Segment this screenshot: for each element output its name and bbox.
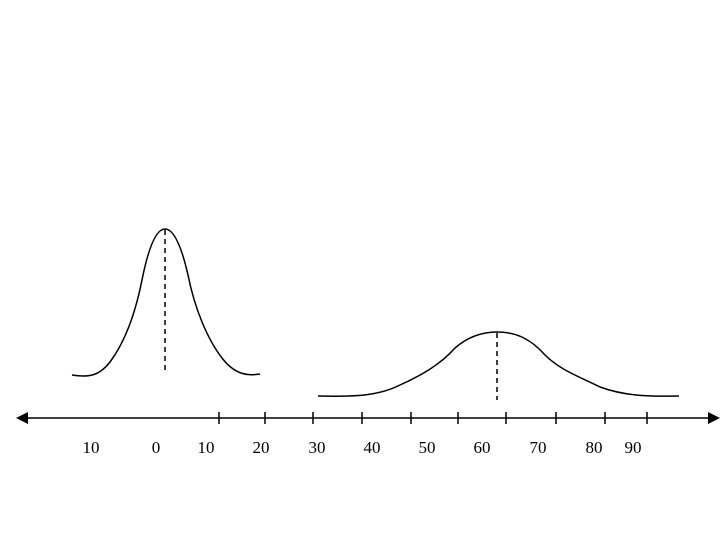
axis-label: 20: [253, 438, 270, 457]
axis-label: 90: [625, 438, 642, 457]
curve-narrow: [71, 228, 261, 377]
axis-label: 0: [152, 438, 161, 457]
axis-label: 30: [309, 438, 326, 457]
axis-label: 50: [419, 438, 436, 457]
axis-label: 60: [474, 438, 491, 457]
labels: 10 0 10 20 30 40 50 60 70 80 90: [83, 438, 642, 457]
axis-label: 70: [530, 438, 547, 457]
axis-label: 10: [83, 438, 100, 457]
curve-wide: [317, 331, 680, 397]
ticks: [218, 412, 648, 424]
axis-label: 10: [198, 438, 215, 457]
axis-label: 80: [586, 438, 603, 457]
arrow-left: [16, 412, 28, 424]
axis-label: 40: [364, 438, 381, 457]
arrow-right: [708, 412, 720, 424]
